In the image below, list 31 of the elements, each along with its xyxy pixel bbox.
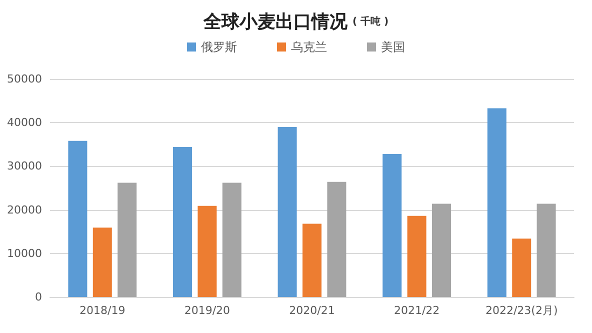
bar — [68, 140, 88, 297]
legend-label: 乌克兰 — [291, 40, 327, 54]
bar — [173, 147, 192, 297]
bar — [432, 204, 451, 297]
x-tick-label: 2020/21 — [289, 304, 335, 317]
bar — [327, 182, 346, 297]
bar — [487, 108, 506, 297]
bar — [536, 204, 556, 297]
bar — [382, 154, 402, 297]
y-tick-label: 10000 — [7, 246, 42, 260]
bar — [302, 224, 322, 297]
bar — [118, 182, 137, 297]
y-tick-label: 50000 — [7, 72, 42, 86]
legend-label: 俄罗斯 — [201, 40, 237, 54]
y-tick-label: 40000 — [7, 116, 42, 130]
x-tick-label: 2021/22 — [394, 304, 440, 317]
chart-subtitle: ( 千吨 ) — [352, 16, 389, 28]
y-tick-label: 0 — [35, 290, 42, 304]
legend-label: 美国 — [381, 40, 405, 54]
y-tick-label: 20000 — [7, 203, 42, 216]
bar — [222, 182, 242, 297]
bar — [92, 228, 112, 297]
chart-title: 全球小麦出口情况 — [202, 12, 348, 32]
bar — [512, 238, 532, 297]
x-tick-label: 2019/20 — [184, 304, 230, 317]
bar — [198, 206, 217, 297]
bar — [278, 126, 297, 297]
x-tick-label: 2018/19 — [80, 304, 126, 317]
x-tick-label: 2022/23(2月) — [485, 304, 558, 317]
bar — [407, 216, 426, 297]
y-tick-label: 30000 — [7, 160, 42, 173]
